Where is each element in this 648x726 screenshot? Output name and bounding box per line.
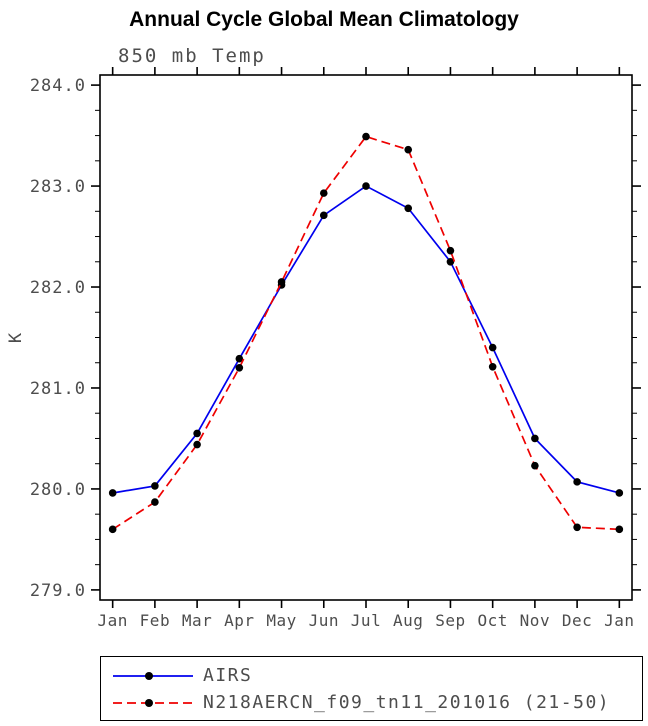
x-tick-label: Jul [351,611,381,630]
data-point [488,343,497,352]
x-tick-label: Jun [309,611,339,630]
data-point [531,461,539,470]
data-point [404,145,413,154]
legend-sample-marker [145,698,153,707]
series-line-1 [112,135,620,531]
data-point [531,434,539,443]
data-point [235,354,244,363]
data-point [193,440,201,449]
legend-label-model: N218AERCN_f09_tn11_201016 (21-50) [203,692,611,713]
data-point [404,204,413,213]
data-point [277,278,286,286]
x-tick-label: May [266,611,296,630]
x-tick-label: Oct [477,611,507,630]
y-tick-label: 284.0 [30,76,86,96]
y-tick-label: 283.0 [30,177,86,197]
y-tick-label: 279.0 [30,581,86,601]
data-point [573,478,581,486]
data-point [362,132,370,141]
plot-area: 850 mb Temp 279.0 280.0 281.0 282.0 283.0 284.… [6,45,641,630]
legend-line-sample-airs [113,671,193,680]
x-tick-label: Jan [604,611,634,630]
data-point [235,363,244,372]
series-line-0 [112,185,620,494]
data-point [151,482,159,490]
x-tick-label: Mar [182,611,212,630]
x-tick-label: Aug [393,611,423,630]
data-point [446,246,455,255]
data-point [362,182,370,190]
legend-sample-marker [145,671,153,680]
data-point [615,525,624,534]
y-tick-label: 280.0 [30,480,86,500]
data-point [319,211,328,220]
data-point [151,498,159,506]
data-point [108,525,117,534]
y-tick-label: 282.0 [30,278,86,298]
x-tick-label: Feb [140,611,170,630]
data-point [193,429,201,438]
y-axis-label: K [6,332,26,343]
legend-item-model: N218AERCN_f09_tn11_201016 (21-50) [107,689,636,716]
x-tick-label: Sep [435,611,465,630]
chart-title: Annual Cycle Global Mean Climatology [129,8,519,31]
x-tick-label: Jan [97,611,127,630]
legend-item-airs: AIRS [107,662,636,689]
x-tick-label: Nov [520,611,550,630]
x-tick-label: Dec [562,611,592,630]
plot-frame [99,74,633,601]
chart-subtitle: 850 mb Temp [118,45,266,67]
legend-box: AIRS N218AERCN_f09_tn11_201016 (21-50) [100,656,643,721]
x-tick-label: Apr [224,611,254,630]
data-point [615,489,624,497]
data-point [488,362,497,371]
y-tick-label: 281.0 [30,379,86,399]
data-point [319,189,328,197]
legend-label-airs: AIRS [203,665,253,686]
data-point [446,257,455,266]
data-point [573,523,581,532]
legend-line-sample-model [113,698,193,707]
data-point [108,489,117,497]
